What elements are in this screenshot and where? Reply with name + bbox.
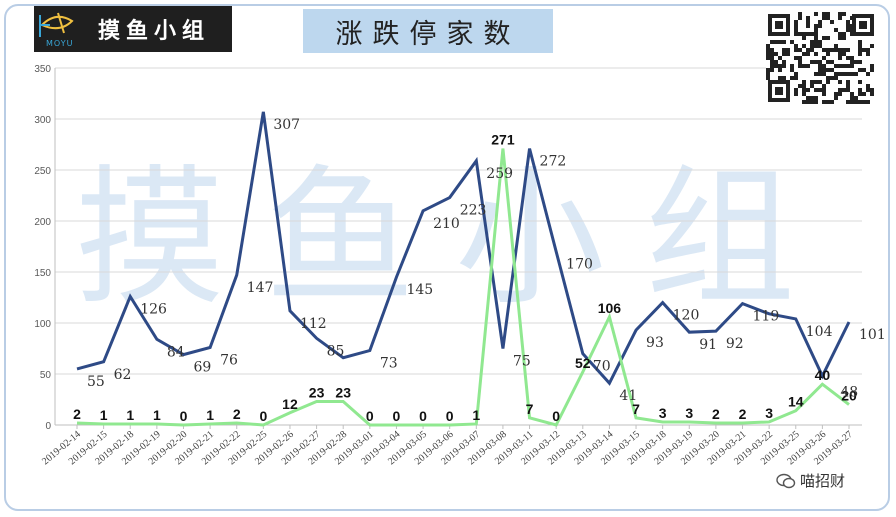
y-tick-label: 300 (34, 115, 51, 126)
data-label: 14 (788, 394, 804, 410)
data-label: 7 (632, 401, 640, 417)
y-axis: 0 50 100 150 200 250 300 350 (34, 64, 56, 432)
series-lines (76, 111, 851, 427)
data-label: 126 (140, 301, 167, 317)
data-label: 104 (806, 324, 833, 340)
x-axis: 2019-02-142019-02-152019-02-182019-02-19… (40, 425, 855, 467)
chart-title: 涨跌停家数 (303, 9, 553, 53)
y-tick-label: 250 (34, 166, 51, 177)
data-label: 0 (180, 408, 188, 424)
data-label: 76 (220, 352, 238, 368)
data-label: 1 (126, 407, 134, 423)
data-label: 91 (699, 337, 717, 353)
data-label: 1 (206, 407, 214, 423)
y-tick-label: 200 (34, 217, 51, 228)
data-label: 23 (309, 385, 325, 401)
data-label: 120 (673, 308, 700, 324)
brand-logo: MOYU 摸鱼小组 (34, 6, 232, 52)
data-label: 112 (300, 316, 327, 332)
data-label: 62 (114, 367, 132, 383)
y-tick-label: 100 (34, 319, 51, 330)
data-label: 0 (366, 408, 374, 424)
data-label: 259 (486, 166, 513, 182)
wechat-icon (776, 473, 796, 488)
data-label: 0 (446, 408, 454, 424)
series-line-up (76, 111, 851, 386)
data-label: 0 (393, 408, 401, 424)
data-label: 271 (491, 132, 515, 148)
data-label: 170 (566, 257, 593, 273)
logo-subtext: MOYU (46, 39, 74, 48)
data-label: 2 (712, 406, 720, 422)
data-label: 101 (859, 327, 886, 343)
data-label: 2 (233, 406, 241, 422)
data-label: 1 (100, 407, 108, 423)
data-label: 70 (593, 359, 611, 375)
data-label: 2 (73, 406, 81, 422)
data-label: 1 (472, 407, 480, 423)
data-label: 307 (273, 117, 300, 133)
data-label: 85 (327, 343, 345, 359)
qr-code-icon (766, 12, 876, 104)
data-label: 2 (739, 406, 747, 422)
data-label: 145 (406, 282, 433, 298)
series-line-down (76, 148, 850, 427)
data-label: 119 (753, 309, 780, 325)
data-label: 20 (841, 388, 857, 404)
data-label: 272 (540, 154, 567, 170)
data-label: 69 (193, 360, 211, 376)
data-label: 0 (259, 408, 267, 424)
data-label: 84 (167, 344, 185, 360)
data-label: 7 (526, 401, 534, 417)
data-label: 55 (87, 374, 105, 390)
data-label: 147 (247, 280, 274, 296)
data-label: 210 (433, 216, 460, 232)
data-label: 75 (513, 354, 531, 370)
data-label: 93 (646, 335, 664, 351)
y-tick-label: 150 (34, 268, 51, 279)
data-label: 223 (460, 203, 487, 219)
data-label: 12 (282, 396, 298, 412)
fish-logo-icon: MOYU (34, 6, 84, 52)
y-tick-label: 50 (40, 370, 52, 381)
logo-text: 摸鱼小组 (98, 19, 211, 44)
footer-brand-name: 喵招财 (800, 472, 846, 490)
data-label: 92 (726, 336, 744, 352)
data-label: 73 (380, 356, 398, 372)
data-label: 106 (598, 300, 622, 316)
data-label: 41 (619, 388, 637, 404)
data-label: 3 (685, 405, 693, 421)
data-label: 3 (659, 405, 667, 421)
data-label: 0 (419, 408, 427, 424)
data-label: 52 (575, 355, 591, 371)
data-label: 40 (815, 367, 831, 383)
y-tick-label: 0 (45, 421, 51, 432)
data-label: 0 (552, 408, 560, 424)
data-label: 48 (840, 384, 858, 400)
y-tick-label: 350 (34, 64, 51, 75)
data-label: 3 (765, 405, 773, 421)
data-label: 23 (335, 385, 351, 401)
watermark-text: 摸鱼小组 (75, 152, 835, 326)
data-label: 1 (153, 407, 161, 423)
footer-brand: 喵招财 (776, 470, 845, 491)
